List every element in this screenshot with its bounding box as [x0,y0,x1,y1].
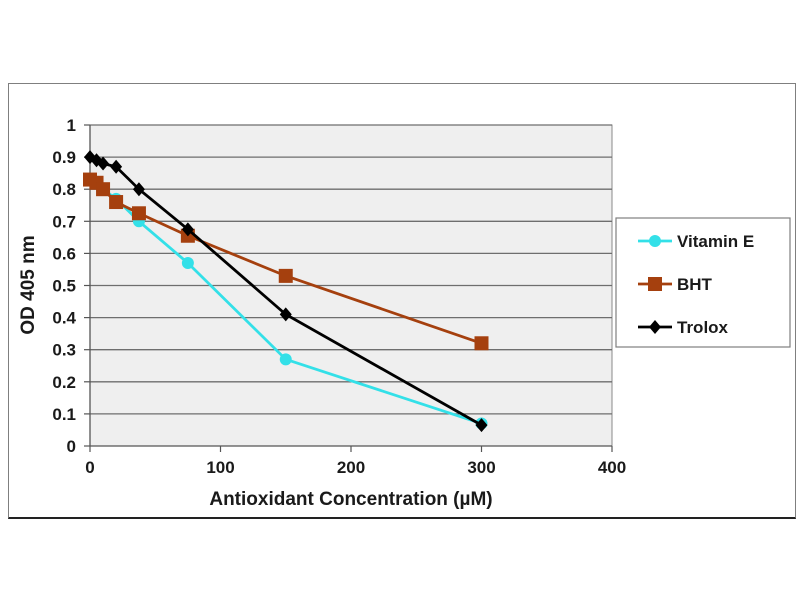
legend-label: Trolox [677,318,729,337]
y-axis-title: OD 405 nm [18,235,39,334]
series-group [83,150,489,433]
legend: Vitamin E BHT Trolox [615,217,791,348]
legend-box [615,217,791,348]
legend-swatch-marker [648,277,662,291]
data-point-bht [96,182,111,197]
y-tick-label: 0.9 [52,148,76,167]
x-axis-title: Antioxidant Concentration (µM) [209,489,492,510]
data-point-trolox [279,307,292,322]
x-tick-label: 100 [206,458,234,477]
legend-swatch-marker [649,320,661,334]
x-tick-label: 200 [337,458,365,477]
legend-item-trolox: Trolox [638,318,729,337]
x-tick-label: 300 [467,458,495,477]
data-point-bht [278,268,293,283]
y-tick-label: 0.8 [52,180,76,199]
data-point-vitamin-e [279,353,292,366]
data-point-trolox [181,222,194,237]
y-tick-label: 0.6 [52,244,76,263]
legend-item-vitamin-e: Vitamin E [638,232,754,251]
y-tick-label: 0 [67,437,76,456]
y-tick-label: 0.7 [52,212,76,231]
x-tick-labels: 0 100 200 300 400 [85,458,626,477]
legend-label: Vitamin E [677,232,754,251]
legend-item-bht: BHT [638,275,713,294]
legend-swatch-marker [649,235,661,247]
x-tick-label: 0 [85,458,94,477]
data-point-trolox [132,182,145,197]
y-tick-label: 0.1 [52,405,76,424]
series-trolox [84,150,488,433]
data-point-trolox [110,159,123,174]
legend-label: BHT [677,275,713,294]
y-tick-label: 0.4 [52,309,76,328]
data-point-bht [474,336,489,351]
y-tick-label: 0.2 [52,373,76,392]
data-point-trolox [97,156,110,171]
data-point-bht [109,195,124,210]
y-tick-label: 1 [67,116,76,135]
x-tick-label: 400 [598,458,626,477]
y-tick-label: 0.5 [52,277,76,296]
y-tick-labels: 0 0.1 0.2 0.3 0.4 0.5 0.6 0.7 0.8 0.9 1 [52,116,76,456]
y-tick-label: 0.3 [52,341,76,360]
data-point-trolox [475,418,488,433]
data-point-vitamin-e [181,257,194,270]
data-point-bht [131,206,146,221]
